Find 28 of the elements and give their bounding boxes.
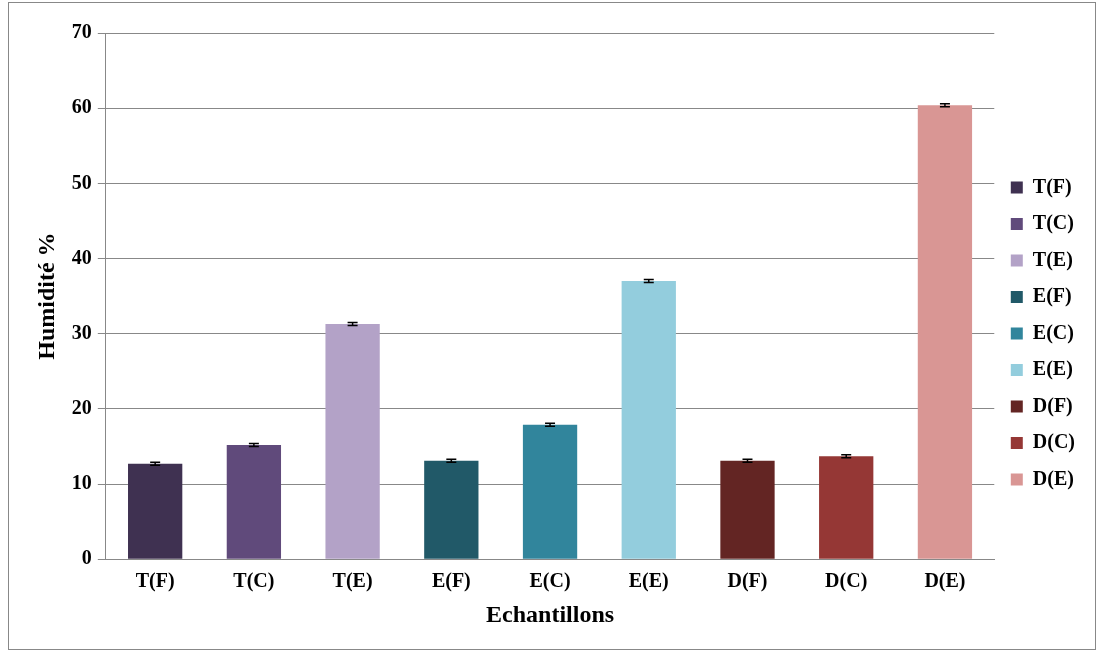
x-tick-label: E(F) [431, 569, 471, 593]
legend-label: T(E) [1032, 247, 1073, 271]
x-tick-label: D(E) [924, 569, 966, 593]
x-tick-label: D(C) [825, 569, 868, 593]
x-tick-label: T(C) [233, 569, 275, 593]
legend-label: E(F) [1032, 284, 1072, 308]
x-tick-label: T(F) [135, 569, 175, 593]
legend-label: D(E) [1032, 466, 1074, 490]
legend-label: D(F) [1032, 393, 1073, 417]
y-tick-label: 10 [71, 471, 92, 494]
legend-label: T(C) [1032, 211, 1074, 235]
y-tick-label: 0 [81, 546, 92, 569]
y-tick-label: 70 [71, 20, 92, 43]
y-axis-title: Humidité % [32, 232, 59, 360]
y-tick-label: 30 [71, 320, 92, 343]
x-axis-title: Echantillons [486, 600, 615, 627]
legend-label: E(E) [1032, 357, 1073, 381]
y-tick-label: 50 [71, 170, 92, 193]
y-tick-label: 60 [71, 95, 92, 118]
y-tick-label: 40 [71, 245, 92, 268]
x-tick-label: D(F) [727, 569, 768, 593]
legend-label: D(C) [1032, 430, 1076, 454]
x-tick-label: T(E) [332, 569, 373, 593]
y-tick-label: 20 [71, 396, 92, 419]
x-tick-label: E(C) [529, 569, 571, 593]
legend-label: E(C) [1032, 320, 1074, 344]
x-tick-label: E(E) [628, 569, 669, 593]
legend-label: T(F) [1032, 174, 1072, 198]
